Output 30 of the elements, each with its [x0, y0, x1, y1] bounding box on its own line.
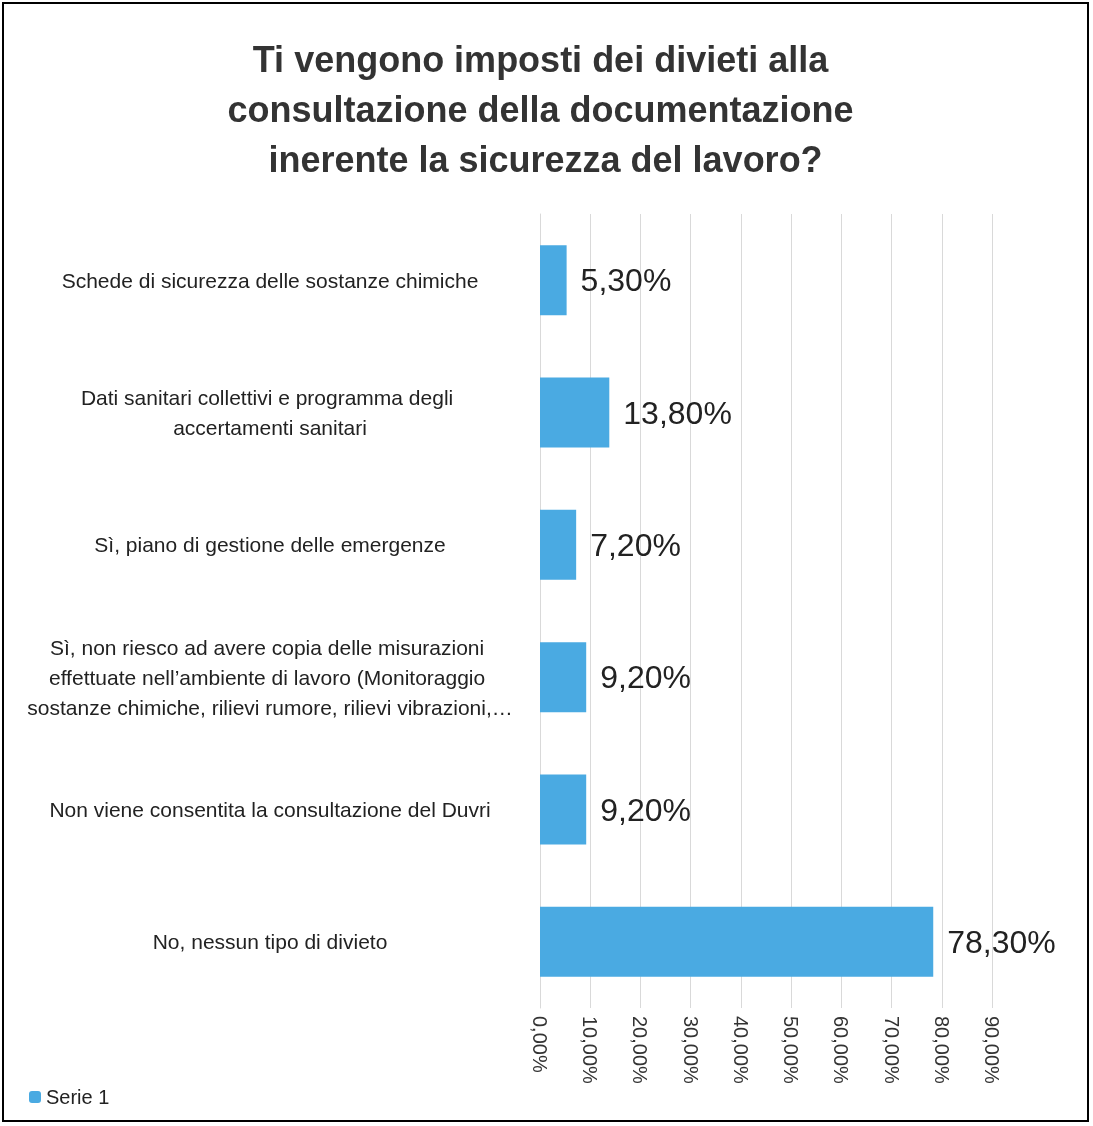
- data-label: 9,20%: [600, 659, 691, 696]
- x-tick-label: 50,00%: [780, 1016, 803, 1085]
- x-tick-label: 30,00%: [679, 1016, 702, 1085]
- x-tick-label: 0,00%: [529, 1016, 551, 1073]
- bar: [540, 642, 587, 713]
- x-tick-label: 70,00%: [880, 1016, 903, 1085]
- bar: [540, 774, 587, 845]
- y-tick-label: Sì, non riesco ad avere copia delle misurazioni effettuate nell’ambiente di lavoro (Monitoraggio sostanze chimiche, rilievi rumore, rilievi vibrazioni,…: [27, 635, 513, 719]
- y-tick-label: No, nessun tipo di divieto: [152, 930, 388, 954]
- bar: [540, 509, 577, 580]
- y-tick-label: Sì, piano di gestione delle emergenze: [94, 533, 446, 557]
- data-label: 5,30%: [580, 262, 672, 299]
- legend-label: Serie 1: [46, 1086, 110, 1108]
- bar: [540, 906, 934, 977]
- y-tick-label: Dati sanitari collettivi e programma degli accertamenti sanitari: [80, 386, 460, 439]
- y-tick-label: Schede di sicurezza delle sostanze chimiche: [61, 268, 479, 292]
- data-label: 13,80%: [623, 394, 732, 431]
- x-tick-label: 10,00%: [579, 1016, 602, 1085]
- data-label: 78,30%: [947, 923, 1056, 960]
- x-tick-label: 90,00%: [981, 1016, 1003, 1085]
- x-tick-label: 60,00%: [830, 1016, 853, 1085]
- x-tick-label: 40,00%: [729, 1016, 752, 1085]
- chart-title: Ti vengono imposti dei divieti alla consultazione della documentazione inerente la sicurezza del lavoro?: [227, 38, 864, 180]
- x-tick-label: 80,00%: [930, 1016, 953, 1085]
- bar: [540, 245, 567, 316]
- x-tick-label: 20,00%: [629, 1016, 652, 1085]
- bar: [540, 377, 610, 448]
- y-tick-label: Non viene consentita la consultazione del Duvri: [49, 798, 491, 821]
- data-label: 9,20%: [600, 791, 691, 828]
- data-label: 7,20%: [590, 526, 681, 563]
